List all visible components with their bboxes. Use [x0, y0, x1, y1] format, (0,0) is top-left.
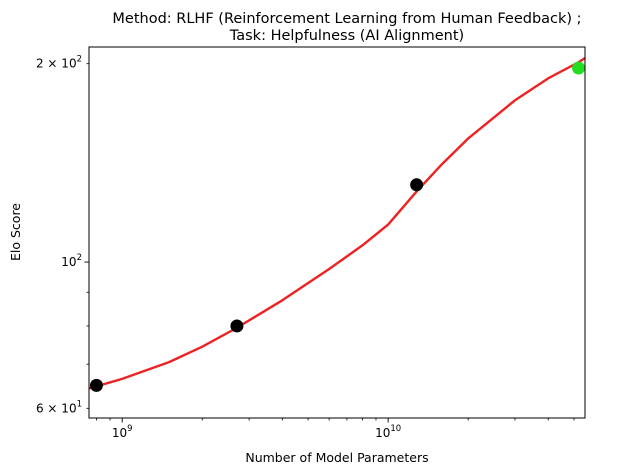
data-point	[572, 61, 586, 75]
x-tick-label: 1010	[375, 424, 401, 440]
y-tick-label: 6 × 101	[36, 399, 82, 415]
plot-frame	[88, 46, 586, 419]
x-tick-labels: 109 1010	[112, 424, 401, 440]
data-points	[89, 61, 586, 392]
y-tick-label: 102	[61, 253, 82, 269]
x-tick-label: 109	[112, 424, 133, 440]
data-point	[89, 378, 103, 392]
minor-ticks	[86, 63, 575, 421]
major-ticks	[84, 261, 389, 423]
data-point	[230, 319, 244, 333]
data-point	[410, 178, 424, 192]
fit-curve	[89, 57, 585, 390]
chart-title-line-1: Method: RLHF (Reinforcement Learning fro…	[112, 11, 581, 27]
x-axis-label: Number of Model Parameters	[245, 450, 428, 465]
y-tick-labels: 6 × 101 102 2 × 102	[36, 55, 82, 416]
y-tick-label: 2 × 102	[36, 55, 82, 71]
chart-title-line-2: Task: Helpfulness (AI Alignment)	[229, 28, 464, 44]
y-axis-label: Elo Score	[8, 203, 23, 261]
